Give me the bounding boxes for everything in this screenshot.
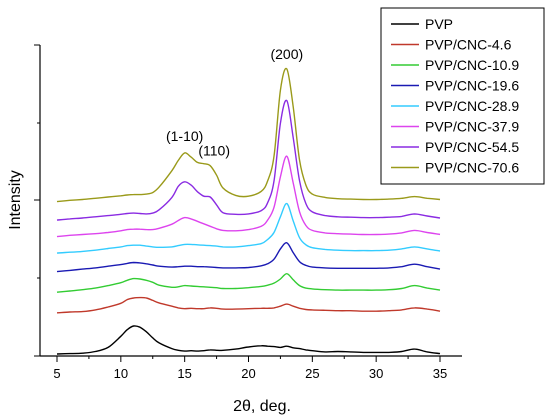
series-line-pvp-cnc-70-6 [56, 67, 441, 203]
x-tick-label-15: 15 [177, 366, 191, 381]
legend-entry-2: PVP/CNC-10.9 [425, 57, 519, 73]
x-tick-label-30: 30 [369, 366, 383, 381]
series-curves [56, 67, 441, 355]
peak-annotations: (200) (1-10)(110) [166, 46, 303, 159]
legend-entry-4: PVP/CNC-28.9 [425, 98, 519, 114]
legend-entry-0: PVP [425, 16, 453, 32]
x-tick-label-10: 10 [114, 366, 128, 381]
peak-label-2: (110) [198, 143, 230, 159]
axes [34, 44, 462, 357]
series-line-pvp-cnc-28-9 [56, 202, 441, 254]
peak-label-0: (200) [270, 46, 303, 62]
x-tick-label-25: 25 [305, 366, 319, 381]
x-ticks: 5 10 15 20 25 30 35 [53, 356, 447, 381]
legend-entry-5: PVP/CNC-37.9 [425, 119, 519, 135]
legend-entry-7: PVP/CNC-70.6 [425, 160, 519, 176]
legend-box [380, 7, 545, 185]
series-line-pvp-cnc-19-6 [56, 242, 441, 273]
y-axis-title: Intensity [7, 170, 24, 230]
x-tick-label-20: 20 [241, 366, 255, 381]
series-line-pvp-cnc-10-9 [56, 273, 441, 293]
peak-label-1: (1-10) [166, 128, 203, 144]
legend-entry-3: PVP/CNC-19.6 [425, 78, 519, 94]
series-line-pvp-cnc-54-5 [56, 99, 441, 221]
legend-entry-6: PVP/CNC-54.5 [425, 139, 519, 155]
x-axis-title: 2θ, deg. [233, 398, 291, 415]
x-tick-label-35: 35 [433, 366, 447, 381]
series-line-pvp-cnc-4-6 [56, 296, 441, 314]
series-line-pvp [56, 325, 441, 355]
legend: PVP PVP/CNC-4.6 PVP/CNC-10.9 PVP/CNC-19.6 PV… [380, 7, 545, 185]
series-line-pvp-cnc-37-9 [56, 155, 441, 238]
legend-entry-1: PVP/CNC-4.6 [425, 37, 512, 53]
x-tick-label-5: 5 [53, 366, 60, 381]
